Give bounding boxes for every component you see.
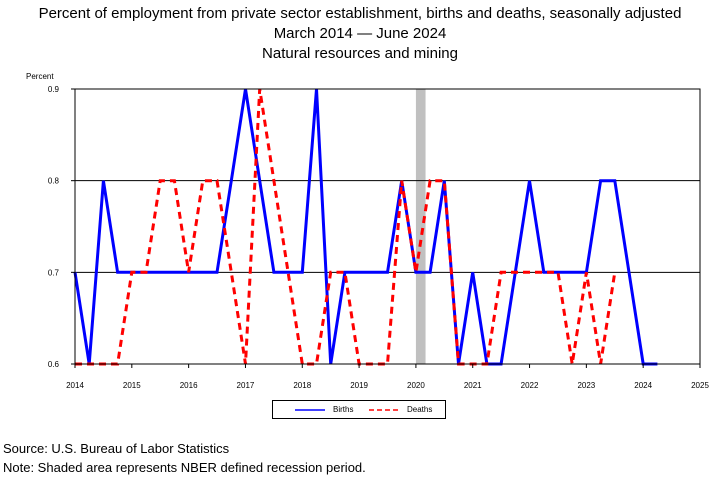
chart-subtitle: Natural resources and mining	[262, 45, 458, 62]
recession-band	[415, 89, 426, 364]
x-tick-label: 2024	[634, 381, 652, 390]
x-tick-label: 2020	[407, 381, 425, 390]
y-axis-label: Percent	[26, 72, 54, 81]
x-tick-label: 2025	[691, 381, 709, 390]
x-tick-label: 2019	[350, 381, 368, 390]
legend-label-deaths: Deaths	[407, 405, 433, 414]
x-tick-label: 2022	[521, 381, 539, 390]
chart-title: Percent of employment from private secto…	[38, 5, 682, 22]
legend-swatch-deaths	[369, 408, 399, 411]
legend-item-births: Births	[295, 401, 353, 418]
x-tick-label: 2021	[464, 381, 482, 390]
source-note: Source: U.S. Bureau of Labor Statistics	[3, 441, 230, 456]
x-tick-label: 2015	[123, 381, 141, 390]
series-line-deaths	[75, 88, 617, 366]
y-tick-label: 0.8	[48, 177, 60, 186]
legend-swatch-births	[295, 408, 325, 411]
plot-frame	[74, 88, 701, 365]
axes-layer: 0.6 0.7 0.8 0.9 2014 2015 2016 2017 2018 2019 2020…	[48, 85, 710, 390]
legend-label-births: Births	[333, 405, 354, 414]
recession-band-layer	[415, 89, 426, 364]
y-tick-label: 0.9	[48, 85, 60, 94]
x-tick-label: 2023	[577, 381, 595, 390]
legend: Births Deaths	[272, 400, 446, 419]
y-tick-label: 0.6	[48, 360, 60, 369]
legend-item-deaths: Deaths	[369, 401, 432, 418]
line-chart: 0.6 0.7 0.8 0.9 2014 2015 2016 2017 2018 2019 2020…	[48, 85, 710, 390]
series-line-births	[73, 88, 658, 366]
x-tick-label: 2016	[180, 381, 198, 390]
x-tick-label: 2017	[237, 381, 255, 390]
chart-date-range: March 2014 — June 2024	[273, 25, 447, 42]
x-tick-label: 2014	[66, 381, 84, 390]
y-tick-label: 0.7	[48, 268, 60, 277]
x-tick-label: 2018	[293, 381, 311, 390]
recession-note: Note: Shaded area represents NBER define…	[3, 460, 366, 475]
series-layer	[73, 88, 658, 366]
